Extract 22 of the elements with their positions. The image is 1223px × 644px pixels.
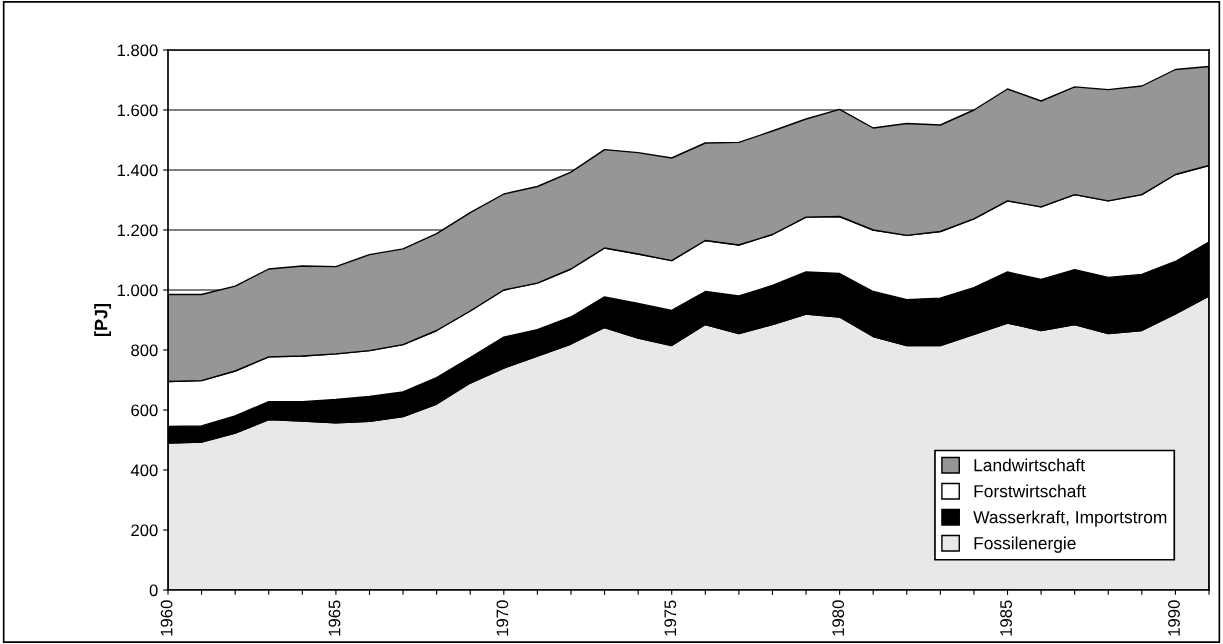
- y-tick-label: 400: [130, 464, 158, 477]
- x-tick-label: 1970: [496, 600, 509, 636]
- y-tick-label: 1.200: [117, 224, 158, 237]
- y-tick-label: 200: [131, 524, 158, 537]
- y-tick-label: 1.400: [117, 164, 158, 177]
- y-tick-label: 1.800: [117, 44, 158, 57]
- legend-label: Forstwirtschaft: [974, 484, 1086, 498]
- x-tick-label: 1960: [160, 600, 173, 636]
- x-tick-label: 1965: [328, 600, 341, 636]
- x-tick-label: 1980: [832, 600, 845, 636]
- x-tick-label: 1985: [1000, 600, 1012, 636]
- legend-label: Wasserkraft, Importstrom: [973, 510, 1167, 527]
- legend-label: Landwirtschaft: [974, 458, 1085, 472]
- y-tick-label: 1.600: [117, 104, 158, 117]
- y-tick-label: 1.000: [117, 284, 158, 297]
- y-tick-label: 0: [149, 584, 158, 597]
- x-tick-label: 1990: [1168, 600, 1180, 636]
- y-tick-label: 600: [131, 404, 158, 417]
- y-tick-label: 800: [131, 344, 158, 357]
- legend-label: Fossilenergie: [974, 536, 1076, 553]
- x-tick-label: 1975: [664, 600, 677, 636]
- y-axis-title: [PJ]: [94, 303, 112, 337]
